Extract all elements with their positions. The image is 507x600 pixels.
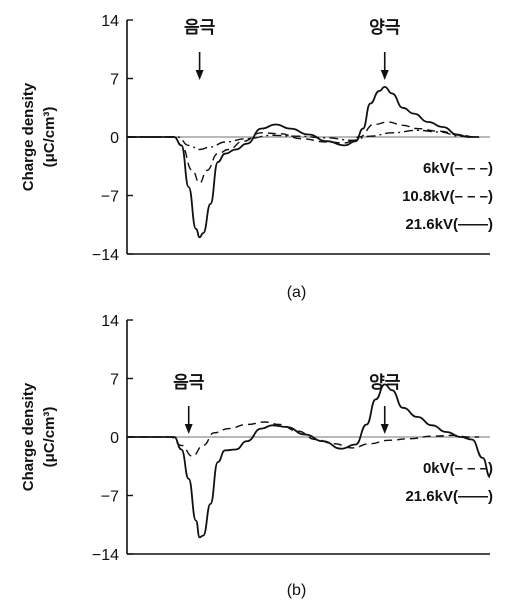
y-axis-unit: (μC/cm³) bbox=[41, 407, 58, 468]
y-axis-unit: (μC/cm³) bbox=[41, 107, 58, 168]
y-tick-label: 14 bbox=[101, 13, 119, 30]
annotation-label: 음극 bbox=[173, 373, 205, 392]
legend-entry-0: 0kV(– – –) bbox=[423, 460, 493, 477]
y-tick-label: 0 bbox=[110, 430, 119, 447]
panel-a: 14 7 0 −7 −14 Charge density (μC/cm³) 음극 양극 6kV(–… bbox=[20, 13, 493, 301]
annotation-arrowhead bbox=[380, 70, 389, 80]
y-axis-label: Charge density bbox=[20, 82, 37, 191]
panel-b: 14 7 0 −7 −14 Charge density (μC/cm³) 음극 양극 0kV(–… bbox=[20, 313, 493, 599]
legend-entry-2: 21.6kV(——) bbox=[405, 216, 493, 233]
y-axis-label: Charge density bbox=[20, 382, 37, 491]
y-tick-label: −7 bbox=[101, 489, 119, 506]
series-line-0 bbox=[126, 129, 472, 151]
annotation-arrowhead bbox=[380, 424, 389, 434]
legend-entry-0: 6kV(– – –) bbox=[423, 160, 493, 177]
legend-entry-1: 10.8kV(– – –) bbox=[402, 188, 493, 205]
series-line-1 bbox=[127, 383, 491, 539]
y-tick-label: 7 bbox=[110, 72, 119, 89]
series-line-0 bbox=[127, 421, 480, 457]
annotation-label: 양극 bbox=[369, 18, 401, 37]
y-tick-label: 0 bbox=[110, 130, 119, 147]
annotation-label: 양극 bbox=[369, 373, 401, 392]
y-tick-label: 7 bbox=[110, 372, 119, 389]
y-tick-label: −7 bbox=[101, 189, 119, 206]
panel-caption: (b) bbox=[287, 582, 307, 599]
series-line-1 bbox=[126, 121, 476, 184]
panel-caption: (a) bbox=[287, 284, 307, 301]
series-line-2 bbox=[126, 85, 480, 239]
y-tick-label: −14 bbox=[92, 547, 119, 564]
legend-entry-1: 21.6kV(——) bbox=[405, 488, 493, 505]
y-tick-label: −14 bbox=[92, 247, 119, 264]
annotation-arrowhead bbox=[195, 70, 204, 80]
y-tick-label: 14 bbox=[101, 313, 119, 330]
annotation-arrowhead bbox=[184, 424, 193, 434]
annotation-label: 음극 bbox=[184, 18, 216, 37]
